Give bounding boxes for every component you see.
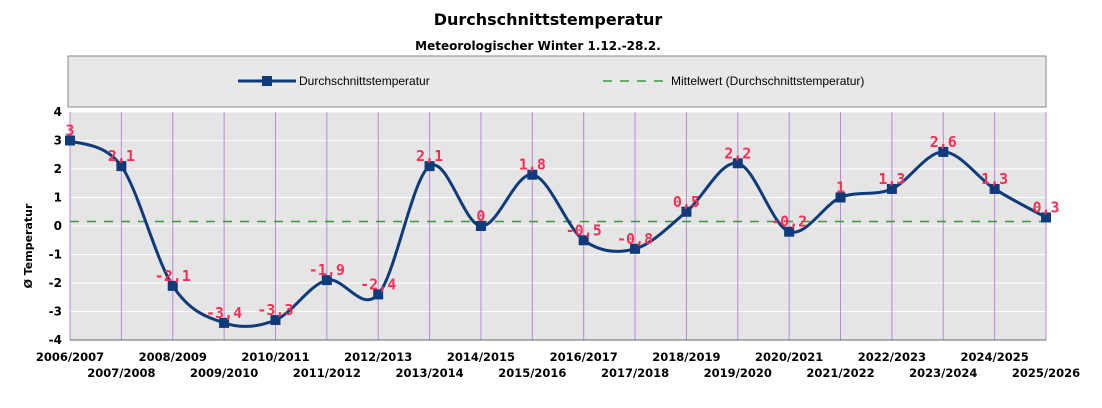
data-point bbox=[321, 275, 332, 286]
data-point bbox=[681, 206, 692, 217]
x-tick-label: 2023/2024 bbox=[909, 366, 977, 380]
x-tick-label: 2019/2020 bbox=[704, 366, 772, 380]
y-tick-label: 1 bbox=[54, 191, 62, 205]
data-point bbox=[989, 183, 1000, 194]
y-tick-label: -2 bbox=[49, 276, 62, 290]
x-tick-label: 2009/2010 bbox=[190, 366, 258, 380]
series-markers bbox=[65, 135, 1051, 328]
data-point bbox=[784, 226, 795, 237]
data-point bbox=[373, 289, 384, 300]
data-label: 2,1 bbox=[108, 147, 135, 165]
y-tick-label: -4 bbox=[49, 333, 62, 347]
data-label: 1 bbox=[836, 179, 845, 197]
data-label: 2,6 bbox=[930, 133, 957, 151]
x-tick-label: 2013/2014 bbox=[395, 366, 463, 380]
y-tick-label: 3 bbox=[54, 134, 62, 148]
data-label: 0,3 bbox=[1032, 198, 1059, 216]
data-point bbox=[270, 315, 281, 326]
data-label: 1,3 bbox=[981, 170, 1008, 188]
data-label: 1,3 bbox=[878, 170, 905, 188]
data-point bbox=[424, 161, 435, 172]
legend-box bbox=[67, 55, 1047, 108]
x-tick-label: 2008/2009 bbox=[139, 350, 207, 364]
x-tick-label: 2022/2023 bbox=[858, 350, 926, 364]
data-label: -2,1 bbox=[155, 267, 191, 285]
data-point bbox=[475, 221, 486, 231]
x-tick-label: 2021/2022 bbox=[806, 366, 874, 380]
data-label: -1,9 bbox=[309, 261, 345, 279]
x-axis: 2006/2007 2007/2008 2008/2009 2009/2010 2010… bbox=[36, 350, 1080, 380]
data-point bbox=[219, 317, 230, 328]
x-tick-label: 2017/2018 bbox=[601, 366, 669, 380]
x-tick-label: 2014/2015 bbox=[447, 350, 515, 364]
data-labels: 3 2,1 -2,1 -3,4 -3,3 -1,9 -2,4 2,1 0 1,8 -0,5 -0,8 0… bbox=[65, 122, 1059, 322]
x-tick-label: 2012/2013 bbox=[344, 350, 412, 364]
data-point bbox=[167, 280, 178, 291]
legend-series-marker-swatch bbox=[262, 76, 272, 86]
data-point bbox=[886, 183, 897, 194]
x-tick-label: 2016/2017 bbox=[550, 350, 618, 364]
legend-series-label: Durchschnittstemperatur bbox=[299, 74, 430, 88]
data-point bbox=[116, 161, 127, 172]
y-tick-label: -3 bbox=[49, 305, 62, 319]
data-point bbox=[835, 192, 846, 203]
x-tick-label: 2025/2026 bbox=[1012, 366, 1080, 380]
y-tick-label: 2 bbox=[54, 162, 62, 176]
legend-mean-label: Mittelwert (Durchschnittstemperatur) bbox=[671, 74, 864, 88]
data-label: 2,1 bbox=[416, 147, 443, 165]
data-label: 2,2 bbox=[724, 144, 751, 162]
x-tick-label: 2007/2008 bbox=[87, 366, 155, 380]
data-point bbox=[578, 235, 589, 246]
y-tick-label: 0 bbox=[54, 219, 62, 233]
data-label: -2,4 bbox=[360, 275, 396, 293]
data-label: 0 bbox=[476, 207, 485, 225]
y-axis: 4 3 2 1 0 -1 -2 -3 -4 bbox=[49, 105, 62, 347]
data-label: -0,5 bbox=[566, 221, 602, 239]
x-tick-label: 2010/2011 bbox=[241, 350, 309, 364]
data-point bbox=[938, 146, 949, 157]
data-label: 1,8 bbox=[519, 156, 546, 174]
x-tick-label: 2018/2019 bbox=[652, 350, 720, 364]
y-tick-label: 4 bbox=[54, 105, 62, 119]
y-tick-label: -1 bbox=[49, 248, 62, 262]
data-label: -3,3 bbox=[257, 301, 293, 319]
data-point bbox=[1041, 212, 1051, 223]
x-tick-label: 2020/2021 bbox=[755, 350, 823, 364]
data-label: 0,5 bbox=[673, 193, 700, 211]
data-point bbox=[630, 243, 641, 254]
chart-title: Durchschnittstemperatur bbox=[434, 10, 663, 29]
x-tick-label: 2011/2012 bbox=[293, 366, 361, 380]
x-tick-label: 2006/2007 bbox=[36, 350, 104, 364]
data-label: 3 bbox=[65, 122, 74, 140]
x-tick-label: 2024/2025 bbox=[961, 350, 1029, 364]
data-point bbox=[527, 169, 538, 180]
y-axis-label: Ø Temperatur bbox=[22, 203, 35, 288]
data-label: -3,4 bbox=[206, 304, 242, 322]
data-point bbox=[732, 158, 743, 169]
chart-subtitle: Meteorologischer Winter 1.12.-28.2. bbox=[415, 39, 661, 53]
legend: Durchschnittstemperatur Mittelwert (Durc… bbox=[67, 55, 1047, 108]
data-label: -0,8 bbox=[617, 230, 653, 248]
data-point bbox=[65, 135, 75, 146]
data-label: -0,2 bbox=[771, 213, 807, 231]
x-tick-label: 2015/2016 bbox=[498, 366, 566, 380]
